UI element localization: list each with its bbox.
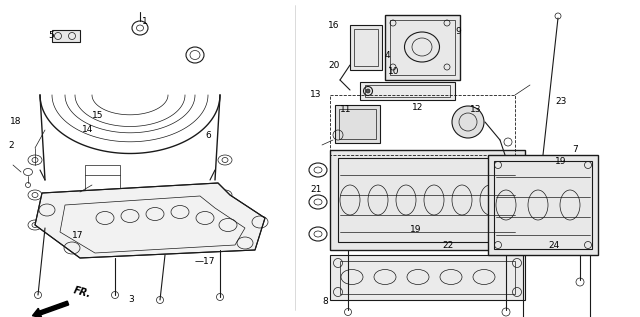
Text: 20: 20: [328, 61, 339, 69]
Bar: [350, 25, 382, 70]
Text: 23: 23: [555, 98, 566, 107]
Text: 17: 17: [72, 230, 83, 240]
Bar: [494, 161, 592, 249]
Text: 12: 12: [412, 102, 424, 112]
Bar: [354, 29, 378, 66]
Text: 24: 24: [548, 241, 559, 249]
Bar: [85, 165, 120, 193]
FancyArrow shape: [33, 301, 68, 317]
Text: —17: —17: [195, 257, 216, 267]
Text: 22: 22: [442, 241, 453, 249]
Text: 10: 10: [388, 68, 399, 76]
Text: 14: 14: [82, 125, 93, 133]
Text: 21: 21: [310, 184, 321, 193]
Text: 4: 4: [385, 50, 390, 60]
Text: 2: 2: [8, 140, 13, 150]
Text: 8: 8: [322, 297, 328, 307]
Text: 13: 13: [470, 105, 481, 113]
Bar: [338, 158, 517, 242]
Ellipse shape: [452, 106, 484, 138]
Text: 15: 15: [92, 111, 104, 120]
Bar: [390, 20, 455, 75]
Text: 16: 16: [328, 21, 339, 29]
Text: 5: 5: [48, 30, 54, 40]
Bar: [330, 150, 525, 250]
Bar: [335, 105, 380, 143]
Text: 11: 11: [340, 105, 351, 113]
Text: 18: 18: [10, 118, 22, 126]
Text: 6: 6: [205, 131, 211, 139]
Bar: [330, 255, 525, 300]
Text: 19: 19: [555, 158, 566, 166]
Text: 1: 1: [142, 17, 148, 27]
Text: 7: 7: [572, 145, 578, 153]
Text: 13: 13: [310, 90, 321, 100]
Ellipse shape: [366, 89, 370, 93]
Bar: [365, 85, 450, 97]
Text: FR.: FR.: [72, 286, 92, 300]
Bar: [339, 109, 376, 139]
Polygon shape: [35, 183, 265, 258]
Text: 9: 9: [455, 28, 461, 36]
Bar: [488, 155, 598, 255]
Text: 3: 3: [128, 294, 134, 303]
Text: 19: 19: [410, 224, 422, 234]
Bar: [385, 15, 460, 80]
Bar: [330, 95, 515, 155]
Bar: [52, 30, 80, 42]
Bar: [360, 82, 455, 100]
Bar: [340, 261, 515, 294]
